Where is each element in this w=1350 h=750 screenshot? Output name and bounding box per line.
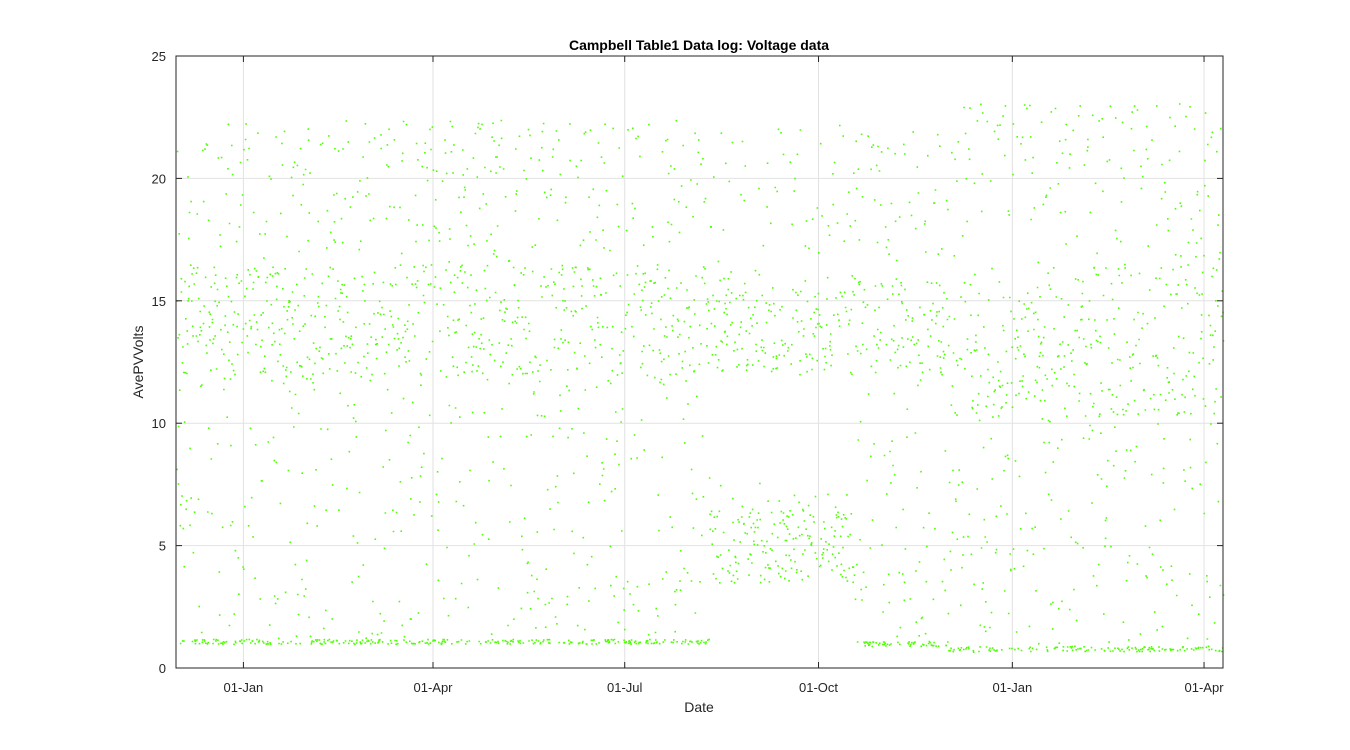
- chart-title: Campbell Table1 Data log: Voltage data: [569, 37, 829, 53]
- plot-frame: [175, 55, 1224, 669]
- x-tick-label: 01-Oct: [799, 680, 838, 695]
- y-axis-title: AvePVVolts: [130, 326, 146, 399]
- x-tick-label: 01-Jan: [992, 680, 1032, 695]
- y-tick-label: 15: [152, 294, 166, 309]
- x-axis-title: Date: [684, 699, 714, 715]
- y-axis: 0 5 10 15 20 25: [152, 49, 1223, 676]
- y-tick-label: 5: [159, 539, 166, 554]
- x-axis: 01-Jan 01-Apr 01-Jul 01-Oct 01-Jan 01-Apr: [224, 56, 1225, 695]
- x-tick-label: 01-Jan: [224, 680, 264, 695]
- y-tick-label: 0: [159, 661, 166, 676]
- x-tick-label: 01-Jul: [607, 680, 643, 695]
- plot-background: [176, 56, 1223, 668]
- y-tick-label: 10: [152, 416, 166, 431]
- y-tick-label: 20: [152, 171, 166, 186]
- x-tick-label: 01-Apr: [413, 680, 453, 695]
- x-tick-label: 01-Apr: [1185, 680, 1225, 695]
- grid-lines: [176, 56, 1223, 668]
- y-tick-label: 25: [152, 49, 166, 64]
